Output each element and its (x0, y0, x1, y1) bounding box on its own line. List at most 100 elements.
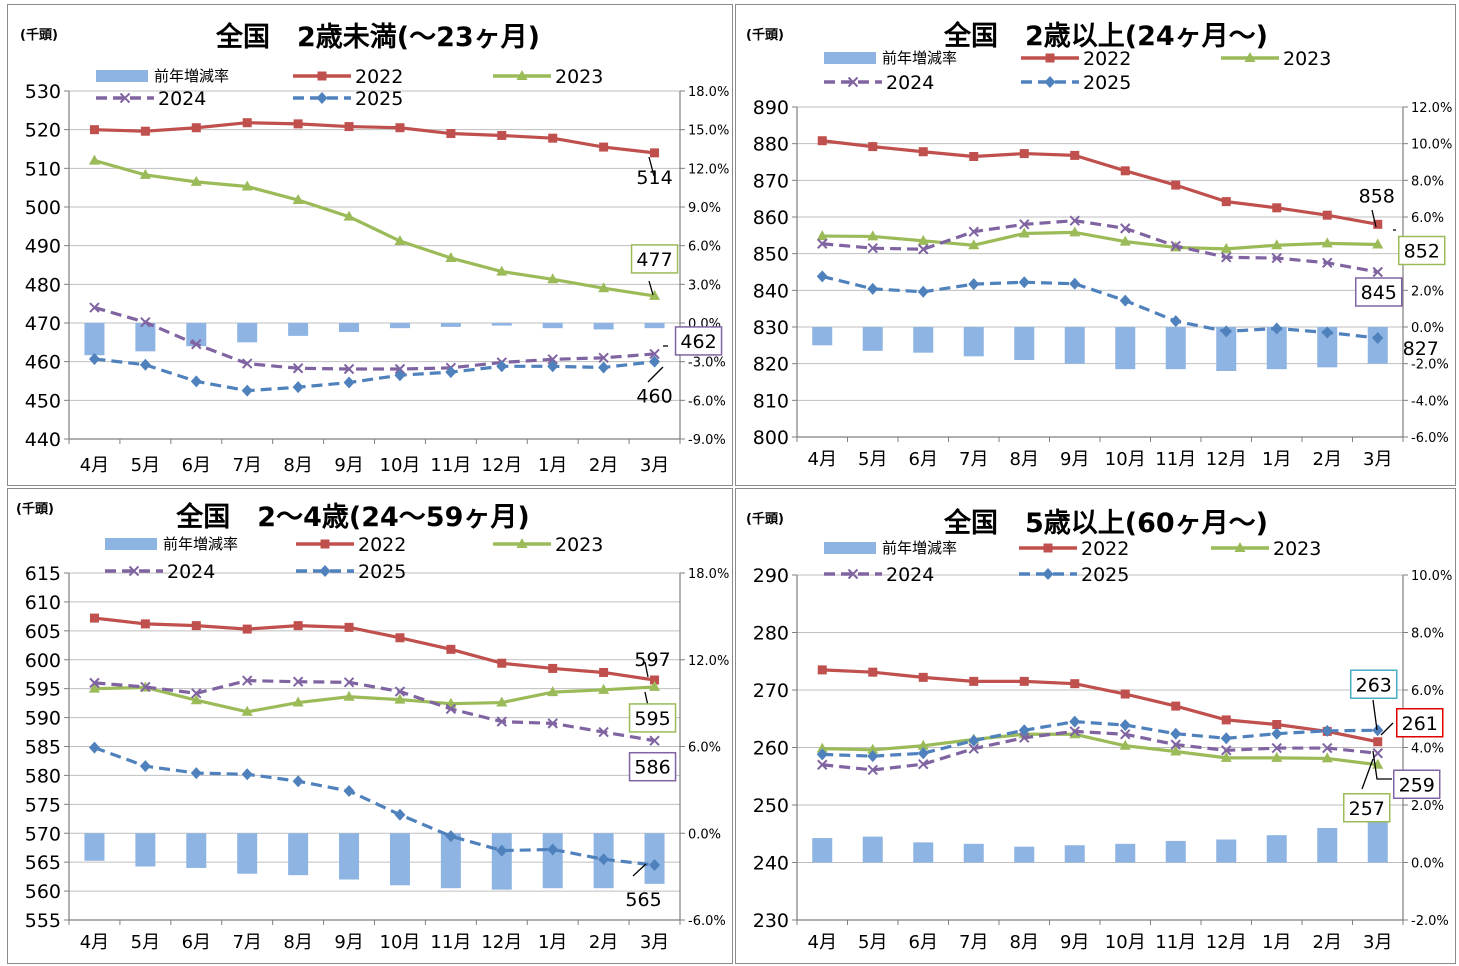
data-point (445, 830, 457, 843)
legend-marker (319, 565, 331, 577)
legend-label: 前年増減率 (882, 49, 957, 67)
data-point (1018, 724, 1030, 737)
legend-item: 2023 (1221, 48, 1331, 70)
y-tick-label: 270 (753, 680, 789, 702)
data-point (867, 282, 879, 295)
callout-leader (648, 280, 654, 296)
data-point (190, 175, 202, 186)
legend-item: 2022 (296, 534, 406, 556)
data-point (1221, 197, 1231, 207)
callout: 595 (628, 691, 677, 733)
data-point (292, 194, 304, 205)
y-tick-label: 600 (25, 650, 61, 672)
data-point (1220, 732, 1232, 745)
data-point (1119, 739, 1131, 750)
data-point (1221, 745, 1232, 756)
data-point (343, 690, 355, 701)
callout: 460 (636, 366, 673, 408)
unit-label: (千頭) (16, 501, 54, 517)
data-point (496, 360, 508, 373)
y2-tick-label: 0.0% (1411, 321, 1444, 336)
callout-label: 462 (680, 331, 716, 353)
data-point (140, 317, 151, 328)
x-tick-label: 8月 (1010, 449, 1039, 470)
legend: 前年増減率 2022 2023 2024 2025 (96, 66, 603, 110)
legend-label: 2022 (358, 534, 406, 556)
callout-label: 595 (634, 708, 670, 730)
data-point (140, 619, 150, 629)
callout: 827 (1403, 338, 1439, 360)
data-point (139, 760, 151, 773)
line-series-2022 (89, 613, 660, 685)
series-line (822, 230, 1378, 251)
data-point (1170, 240, 1181, 252)
data-point (649, 355, 661, 368)
data-point (598, 361, 610, 374)
y-tick-label: 290 (753, 565, 789, 587)
bar (913, 842, 934, 863)
x-tick-label: 9月 (334, 932, 363, 953)
series-line (822, 668, 1379, 744)
bar (1266, 327, 1287, 370)
series-line (822, 139, 1379, 226)
y2-tick-label: -6.0% (688, 914, 726, 929)
y2-tick-label: 6.0% (1411, 211, 1444, 226)
x-tick-label: 5月 (131, 932, 160, 953)
bar (389, 833, 410, 886)
data-point (817, 136, 827, 146)
y-tick-label: 470 (25, 313, 61, 335)
chart-svg: 全国 2～4歳(24～59ヶ月) (千頭) 555 560 565 570 575 580 58… (16, 501, 729, 953)
bar (593, 323, 614, 330)
data-point (1372, 748, 1383, 759)
data-point (394, 235, 406, 246)
y-tick-label: 585 (25, 737, 61, 759)
data-point (1171, 180, 1181, 190)
y-tick-label: 860 (753, 207, 789, 229)
data-point (241, 768, 253, 781)
data-point (445, 366, 457, 379)
data-point (1220, 325, 1232, 338)
legend-label: 前年増減率 (882, 539, 957, 557)
callout-leader (1361, 758, 1374, 790)
data-point (1119, 719, 1131, 732)
legend-marker (317, 71, 327, 81)
series-line (821, 274, 1378, 340)
x-tick-label: 11月 (430, 932, 471, 953)
y2-tick-label: 8.0% (1411, 627, 1444, 642)
callout-label: 858 (1359, 185, 1395, 207)
unit-label: (千頭) (20, 27, 58, 43)
bar (862, 836, 883, 863)
chart-panel-2-and-over: 全国 2歳以上(24ヶ月～) (千頭) 800 810 820 830 840 850 860 8… (735, 4, 1456, 486)
bar (1115, 327, 1136, 370)
chart-panel-5-and-over: 全国 5歳以上(60ヶ月～) (千頭) 230 240 250 260 270 280 290 -… (735, 488, 1456, 964)
y2-tick-label: 2.0% (1411, 284, 1444, 299)
bar (1165, 327, 1186, 370)
data-point (547, 843, 559, 856)
data-point (1271, 751, 1283, 762)
x-tick-label: 8月 (1010, 932, 1039, 953)
series-line (94, 616, 655, 682)
data-point (1221, 715, 1231, 725)
bar (440, 833, 461, 889)
x-tick-label: 9月 (1060, 449, 1089, 470)
x-tick-label: 10月 (380, 455, 421, 476)
data-point (1069, 215, 1080, 226)
legend-marker (1045, 53, 1055, 63)
data-point (1019, 732, 1030, 743)
data-point (88, 154, 100, 165)
callout: 263 (1350, 669, 1398, 731)
y-tick-label: 510 (25, 158, 61, 180)
callout-label: 514 (636, 167, 672, 189)
data-point (394, 686, 406, 697)
data-point (344, 622, 354, 632)
data-point (968, 226, 979, 237)
data-point (598, 726, 609, 738)
callout: 259 (1372, 750, 1441, 799)
bar (913, 327, 934, 353)
series-line (94, 159, 655, 298)
legend-item: 2022 (293, 66, 403, 88)
legend-item: 2023 (1211, 538, 1321, 560)
legend-marker (516, 70, 528, 80)
data-point (292, 381, 304, 394)
bar (1064, 327, 1085, 364)
